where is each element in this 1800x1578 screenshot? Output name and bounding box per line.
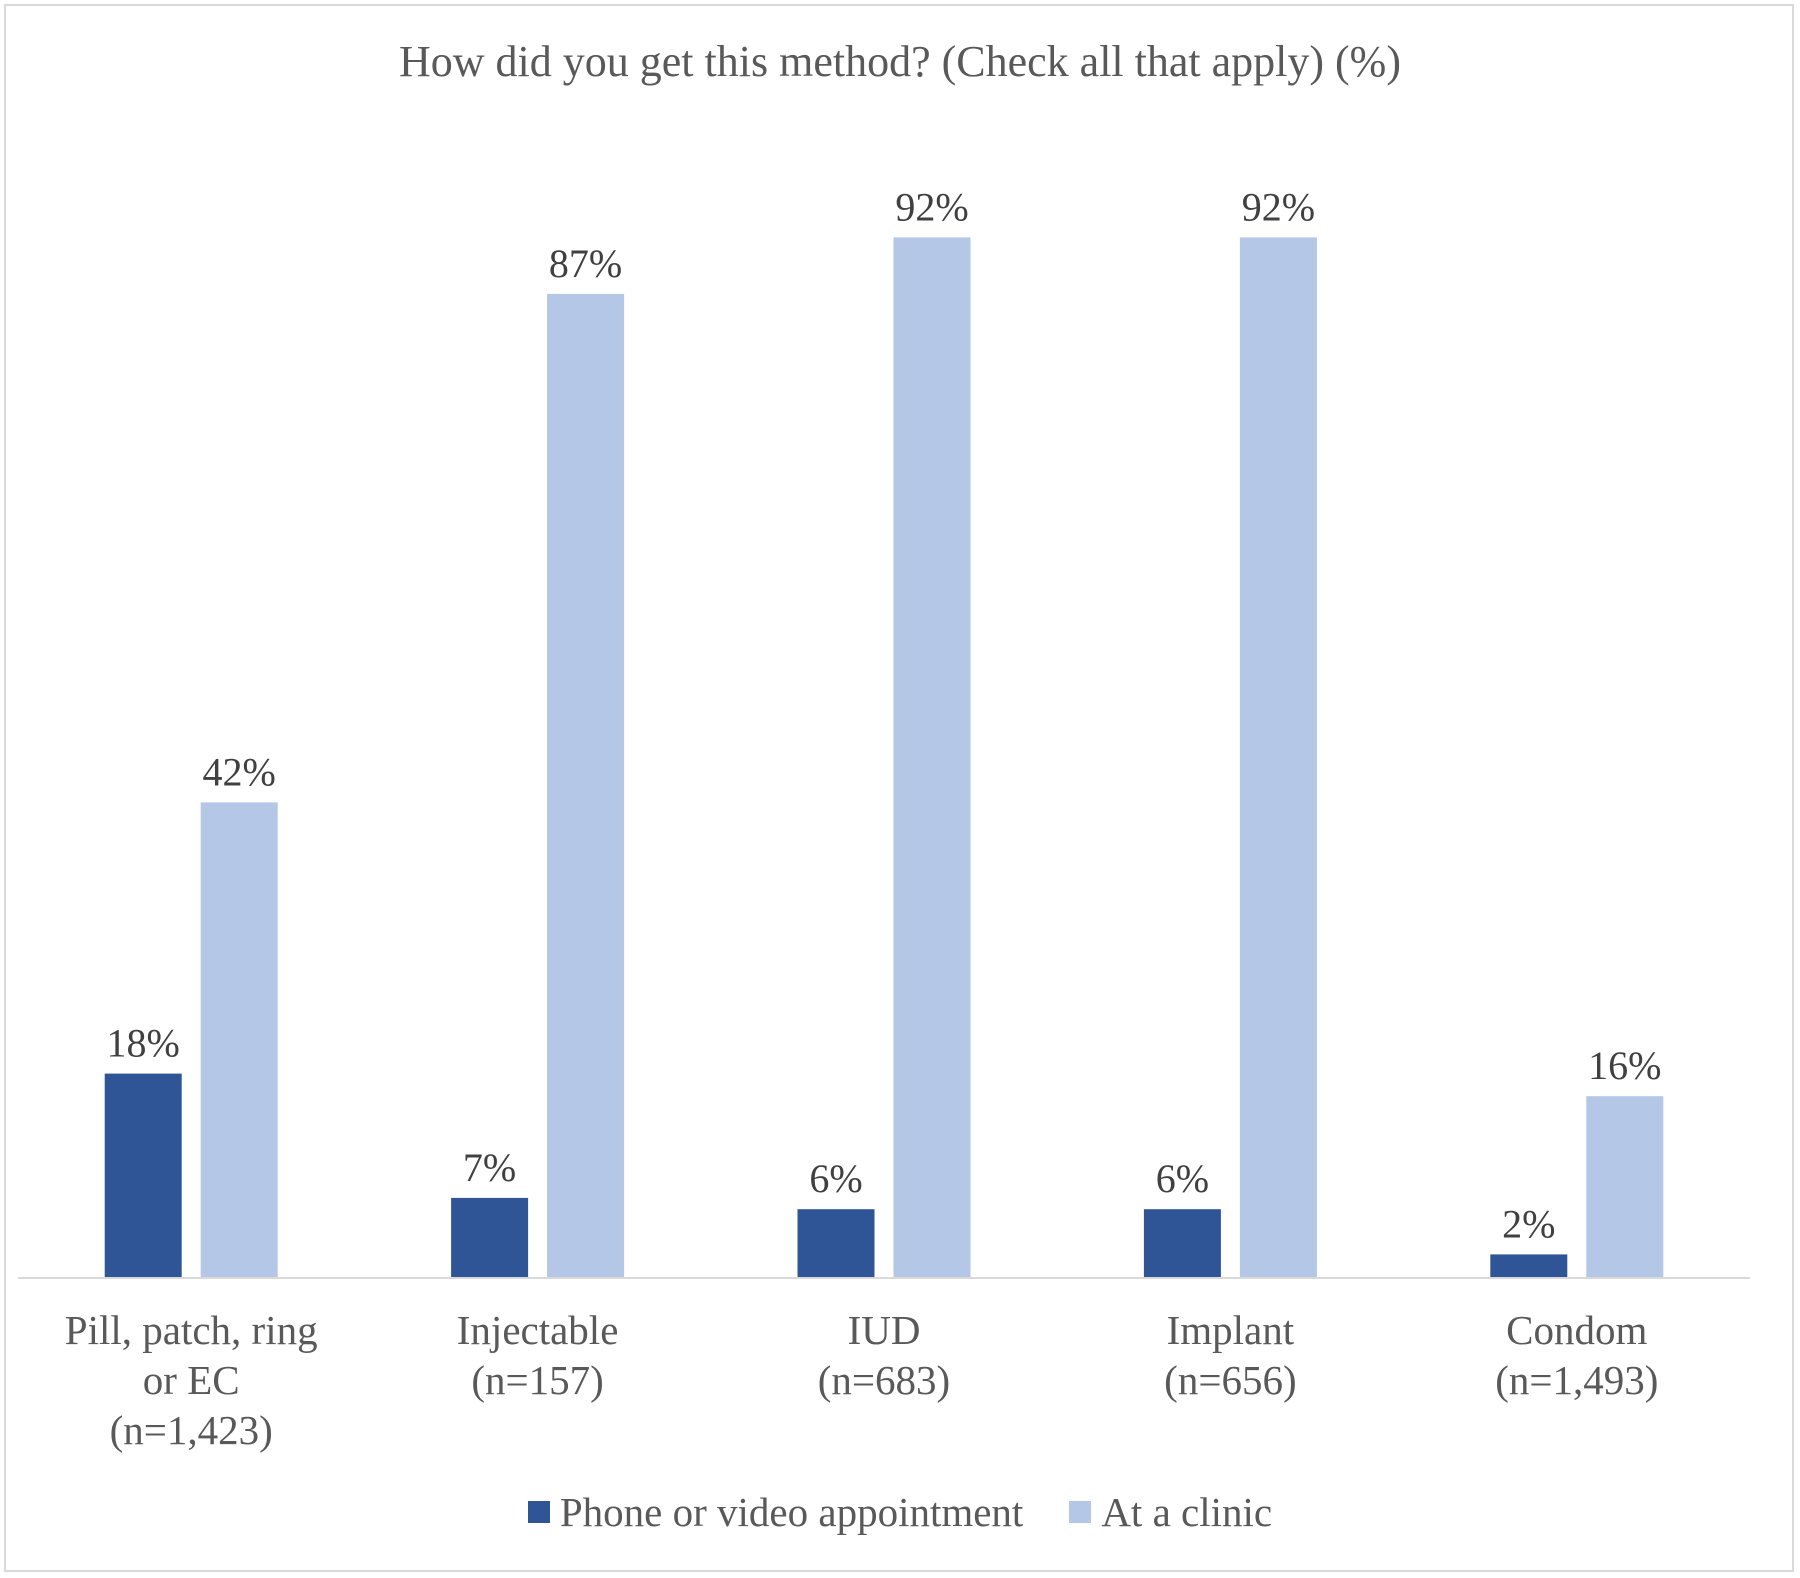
category-label-implant-line1: Implant (1167, 1307, 1295, 1353)
data-label-clinic-injectable: 87% (549, 241, 622, 286)
data-label-clinic-iud: 92% (895, 184, 968, 229)
category-label-condom-line2: (n=1,493) (1495, 1357, 1658, 1403)
bar-clinic-pill (200, 802, 278, 1277)
category-label-pill-line1: Pill, patch, ring (65, 1307, 318, 1353)
legend-item-clinic: At a clinic (1069, 1488, 1272, 1536)
chart-title: How did you get this method? (Check all … (399, 37, 1401, 86)
bar-phone-pill (104, 1073, 182, 1277)
bar-phone-condom (1490, 1254, 1568, 1277)
data-label-phone-iud: 6% (809, 1156, 862, 1201)
bar-clinic-iud (893, 237, 971, 1277)
bar-phone-implant (1143, 1209, 1221, 1277)
data-label-phone-injectable: 7% (463, 1145, 516, 1190)
data-label-clinic-condom: 16% (1588, 1043, 1661, 1088)
bar-clinic-injectable (547, 293, 625, 1277)
data-label-phone-implant: 6% (1156, 1156, 1209, 1201)
bar-clinic-condom (1586, 1096, 1664, 1277)
data-label-clinic-pill: 42% (203, 749, 276, 794)
legend-swatch-phone (527, 1501, 550, 1523)
legend-item-phone: Phone or video appointment (527, 1488, 1024, 1536)
bar-phone-injectable (451, 1197, 529, 1277)
category-label-implant-line2: (n=656) (1164, 1357, 1296, 1403)
data-label-clinic-implant: 92% (1242, 184, 1315, 229)
category-label-injectable-line1: Injectable (457, 1307, 619, 1353)
data-label-phone-pill: 18% (107, 1021, 180, 1066)
category-label-condom-line1: Condom (1506, 1307, 1647, 1353)
legend: Phone or video appointment At a clinic (0, 1488, 1800, 1536)
category-label-iud-line1: IUD (848, 1307, 921, 1353)
bar-clinic-implant (1239, 237, 1317, 1277)
category-label-pill-line2: or EC (143, 1357, 240, 1403)
legend-label-phone: Phone or video appointment (559, 1489, 1024, 1535)
data-label-phone-condom: 2% (1502, 1201, 1555, 1246)
bar-phone-iud (797, 1209, 875, 1277)
category-label-iud-line2: (n=683) (818, 1357, 950, 1403)
category-label-injectable-line2: (n=157) (471, 1357, 603, 1403)
legend-label-clinic: At a clinic (1101, 1489, 1273, 1535)
legend-swatch-clinic (1069, 1501, 1092, 1523)
category-label-pill-line3: (n=1,423) (110, 1407, 273, 1453)
